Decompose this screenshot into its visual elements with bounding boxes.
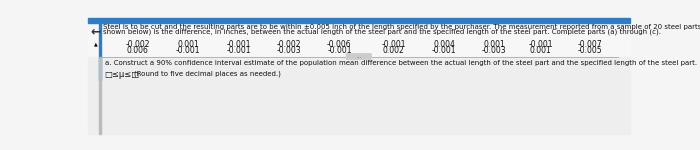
Text: 0.001: 0.001 [530, 46, 552, 55]
Text: -0.001: -0.001 [176, 46, 200, 55]
Text: -0.007: -0.007 [578, 40, 602, 49]
Text: -0.003: -0.003 [276, 46, 301, 55]
Bar [88, 18, 630, 23]
Text: Steel is to be cut and the resulting parts are to be within ±0.005 inch of the l: Steel is to be cut and the resulting par… [103, 23, 700, 30]
Text: -0.001: -0.001 [226, 46, 251, 55]
Text: ←: ← [90, 25, 101, 38]
Text: (Round to five decimal places as needed.): (Round to five decimal places as needed.… [134, 70, 281, 77]
Text: ...: ... [356, 54, 361, 59]
Text: shown below) is the difference, in inches, between the actual length of the stee: shown below) is the difference, in inche… [103, 29, 661, 35]
Text: 0.001: 0.001 [484, 40, 505, 49]
Bar [99, 57, 101, 134]
Text: 0.001: 0.001 [177, 40, 199, 49]
Text: 0.002: 0.002 [383, 46, 405, 55]
Text: -0.005: -0.005 [578, 46, 602, 55]
Text: -0.001: -0.001 [327, 46, 351, 55]
Bar [99, 23, 101, 80]
Text: □≤μ≤□: □≤μ≤□ [104, 70, 140, 79]
Text: -0.002: -0.002 [125, 40, 150, 49]
Text: -0.001: -0.001 [528, 40, 553, 49]
Bar [88, 57, 630, 134]
Text: -0.002: -0.002 [276, 40, 301, 49]
Text: 0.006: 0.006 [127, 46, 149, 55]
FancyBboxPatch shape [346, 54, 371, 59]
Text: -0.006: -0.006 [327, 40, 351, 49]
Text: -0.001: -0.001 [382, 40, 406, 49]
Text: ▲: ▲ [94, 41, 97, 46]
Text: a. Construct a 90% confidence interval estimate of the population mean differenc: a. Construct a 90% confidence interval e… [104, 60, 696, 66]
Text: -0.001: -0.001 [226, 40, 251, 49]
Text: 0.004: 0.004 [433, 40, 455, 49]
Text: -0.001: -0.001 [432, 46, 456, 55]
Text: -0.003: -0.003 [482, 46, 507, 55]
